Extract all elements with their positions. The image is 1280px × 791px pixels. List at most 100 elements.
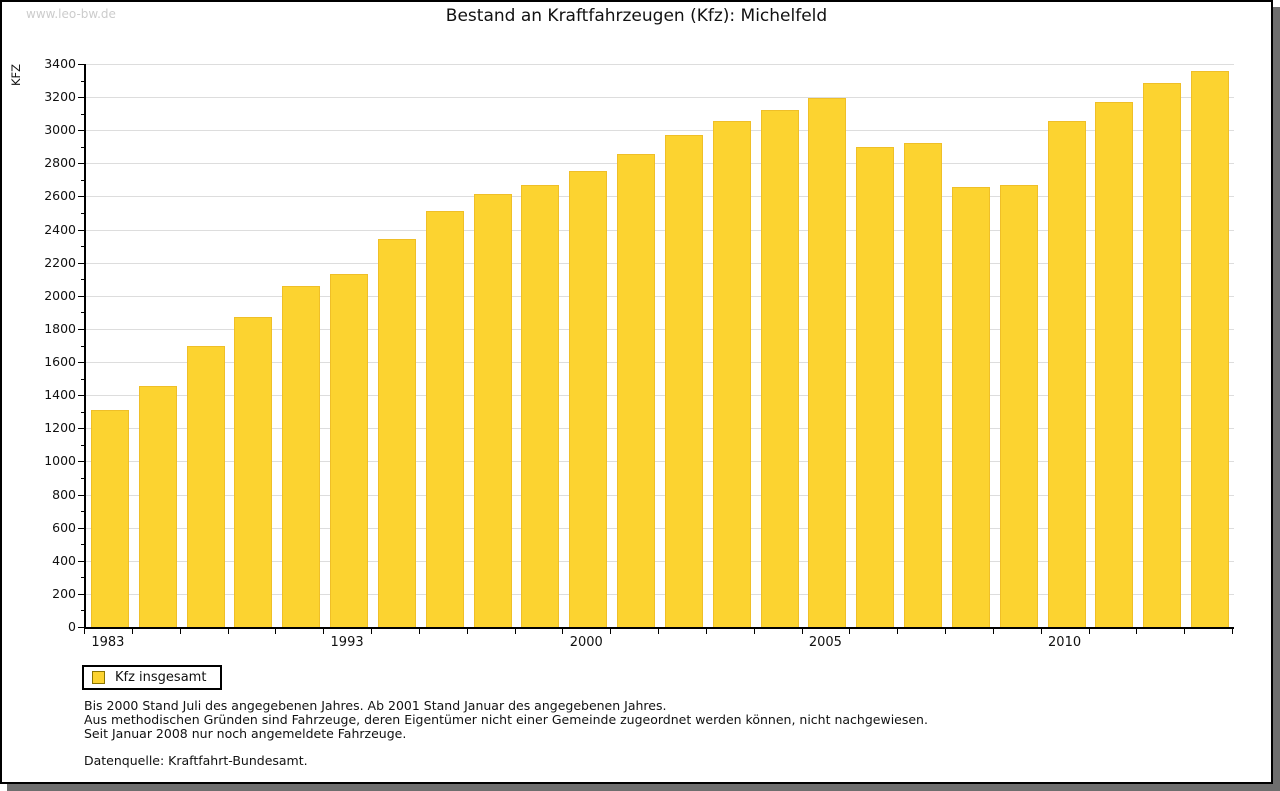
bar-1998 — [473, 194, 512, 627]
footnote-source: Datenquelle: Kraftfahrt-Bundesamt. — [84, 753, 308, 768]
bar-1991 — [282, 285, 321, 627]
footnote-line: Aus methodischen Gründen sind Fahrzeuge,… — [84, 712, 928, 727]
y-major-tick — [78, 64, 84, 65]
bar-1995 — [377, 238, 416, 627]
x-tick — [945, 629, 946, 634]
y-minor-tick — [81, 279, 84, 281]
x-tick — [658, 629, 659, 634]
y-minor-tick — [81, 444, 84, 446]
x-tick — [227, 629, 229, 634]
x-tick — [1136, 629, 1138, 634]
x-tick-label: 2010 — [1048, 635, 1082, 650]
y-major-tick — [78, 262, 84, 264]
y-tick-label: 2200 — [44, 254, 76, 270]
bar-1983 — [90, 410, 129, 627]
y-tick-label: 0 — [68, 619, 76, 634]
gridline — [86, 262, 1234, 264]
x-tick — [1040, 629, 1042, 634]
x-tick — [753, 629, 755, 634]
y-major-tick — [78, 527, 84, 529]
gridline — [86, 461, 1234, 463]
y-minor-tick — [81, 246, 84, 248]
x-tick-label: 1993 — [330, 635, 364, 650]
y-minor-tick — [81, 213, 84, 215]
y-tick-label: 2600 — [44, 188, 76, 204]
x-tick — [418, 629, 420, 634]
x-tick — [323, 629, 325, 634]
bar-2007 — [904, 143, 943, 627]
y-tick-label: 2400 — [44, 221, 76, 237]
bar-2000 — [569, 170, 608, 627]
y-major-tick — [78, 229, 84, 231]
plot-area — [84, 64, 1234, 629]
y-major-tick — [78, 130, 84, 132]
gridline — [86, 64, 1234, 65]
y-major-tick — [78, 560, 84, 562]
bar-1993 — [330, 274, 369, 627]
y-tick-label: 800 — [52, 486, 76, 502]
x-tick — [897, 629, 899, 634]
y-minor-tick — [81, 146, 84, 148]
y-major-tick — [78, 461, 84, 463]
gridline — [86, 328, 1234, 330]
bar-2012 — [1143, 83, 1182, 627]
y-major-tick — [78, 627, 84, 628]
y-major-tick — [78, 163, 84, 165]
gridline — [86, 196, 1234, 198]
y-tick-label: 200 — [52, 585, 76, 601]
y-minor-tick — [81, 312, 84, 314]
y-major-tick — [78, 395, 84, 397]
x-tick — [514, 629, 516, 634]
y-tick-label: 3400 — [44, 56, 76, 71]
x-tick — [801, 629, 803, 634]
bar-1999 — [521, 184, 560, 627]
x-tick — [131, 629, 133, 634]
bar-2009 — [999, 184, 1038, 627]
y-tick-label: 2000 — [44, 287, 76, 303]
bar-1989 — [234, 317, 273, 627]
footnote-line: Bis 2000 Stand Juli des angegebenen Jahr… — [84, 698, 667, 713]
gridline — [86, 593, 1234, 595]
bar-1987 — [186, 345, 225, 627]
y-minor-tick — [81, 544, 84, 546]
bar-1985 — [138, 386, 177, 627]
x-tick — [562, 629, 564, 634]
y-tick-label: 2800 — [44, 155, 76, 171]
x-tick — [849, 629, 851, 634]
y-minor-tick — [81, 511, 84, 513]
bar-2004 — [760, 110, 799, 627]
y-major-tick — [78, 494, 84, 496]
bar-2008 — [951, 187, 990, 627]
legend-swatch-icon — [92, 671, 105, 684]
x-tick-label: 2000 — [569, 635, 603, 650]
x-tick-label: 1983 — [91, 635, 125, 650]
gridline — [86, 97, 1234, 99]
footnote-line: Seit Januar 2008 nur noch angemeldete Fa… — [84, 726, 407, 741]
gridline — [86, 560, 1234, 562]
y-tick-label: 1200 — [44, 420, 76, 436]
y-axis-title: KFZ — [9, 63, 23, 86]
y-minor-tick — [81, 411, 84, 413]
page-title: Bestand an Kraftfahrzeugen (Kfz): Michel… — [445, 6, 828, 26]
y-minor-tick — [81, 345, 84, 347]
gridline — [86, 130, 1234, 132]
gridline — [86, 163, 1234, 165]
y-tick-label: 600 — [52, 519, 76, 535]
y-tick-label: 1400 — [44, 387, 76, 403]
x-tick — [610, 629, 612, 634]
y-major-tick — [78, 97, 84, 99]
bar-2006 — [856, 146, 895, 627]
bar-1997 — [425, 210, 464, 627]
gridline — [86, 295, 1234, 297]
bar-2003 — [712, 121, 751, 627]
y-major-tick — [78, 362, 84, 364]
y-minor-tick — [81, 610, 84, 612]
y-major-tick — [78, 428, 84, 430]
bar-2010 — [1047, 121, 1086, 627]
gridline — [86, 395, 1234, 397]
x-tick — [705, 629, 707, 634]
bar-2002 — [664, 135, 703, 627]
y-tick-label: 1600 — [44, 354, 76, 370]
y-minor-tick — [81, 179, 84, 181]
y-minor-tick — [81, 577, 84, 579]
